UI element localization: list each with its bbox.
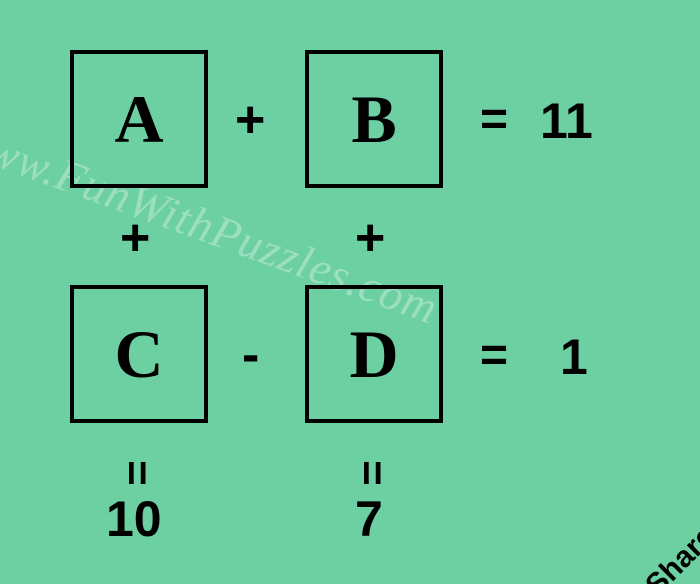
op-row1: + <box>235 90 265 150</box>
box-a: A <box>70 50 208 188</box>
val-col2: 7 <box>355 490 383 548</box>
box-b: B <box>305 50 443 188</box>
eq-col2: = <box>347 460 397 486</box>
share-label: Share <box>639 519 700 584</box>
op-col1: + <box>120 208 150 268</box>
op-col2: + <box>355 208 385 268</box>
op-row2: - <box>242 325 259 385</box>
val-col1: 10 <box>106 490 162 548</box>
puzzle-container: www.FunWithPuzzles.com A B C D + - + + =… <box>0 0 700 584</box>
box-d-label: D <box>349 315 398 394</box>
eq-row2: = <box>480 328 508 383</box>
val-row1: 11 <box>540 92 593 150</box>
val-row2: 1 <box>560 328 588 386</box>
eq-col1: = <box>112 460 162 486</box>
box-a-label: A <box>114 80 163 159</box>
box-c: C <box>70 285 208 423</box>
box-d: D <box>305 285 443 423</box>
box-c-label: C <box>114 315 163 394</box>
box-b-label: B <box>351 80 396 159</box>
eq-row1: = <box>480 92 508 147</box>
